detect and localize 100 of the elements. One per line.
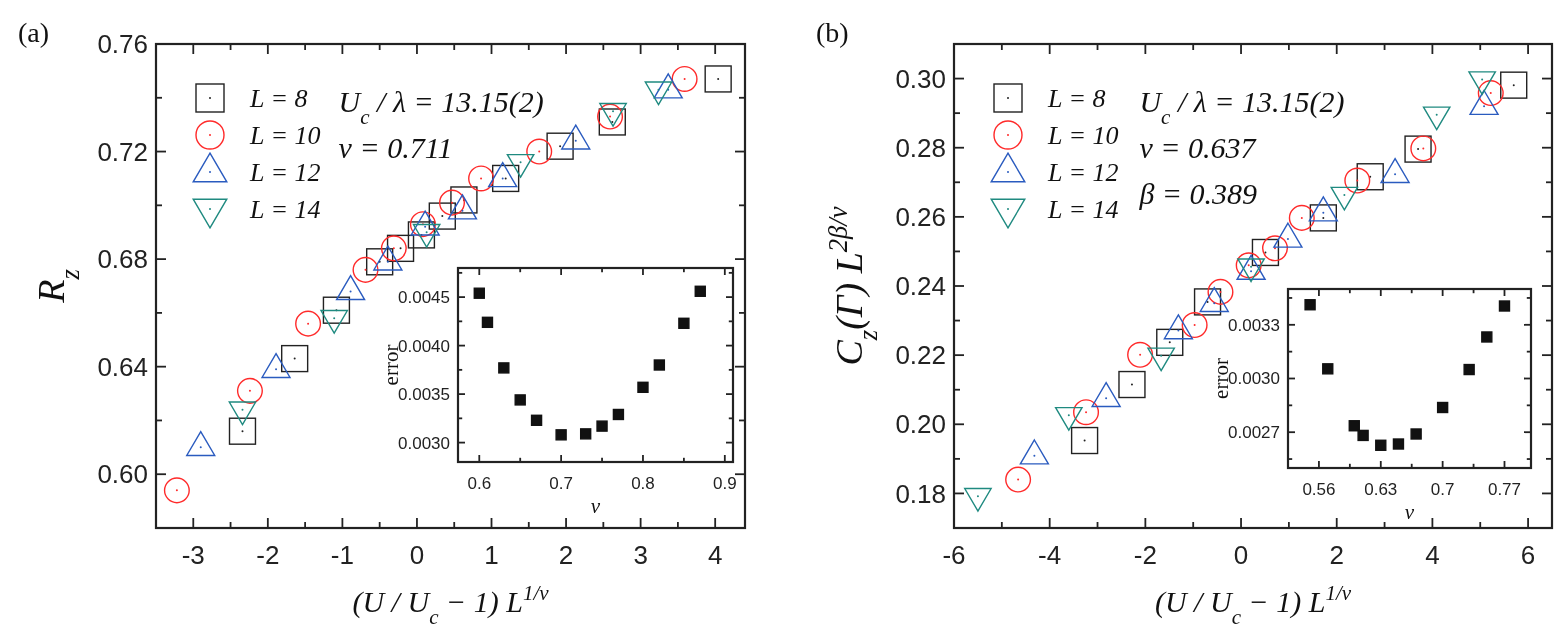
y-tick-label: 0.0045 [398, 288, 450, 308]
point [352, 256, 379, 283]
point [498, 362, 510, 374]
x-tick-label: 4 [1425, 540, 1440, 570]
annotation: ν = 0.711 [338, 131, 453, 164]
x-tick-label: -3 [181, 540, 205, 570]
point [386, 234, 415, 263]
legend-label: L = 14 [249, 195, 321, 225]
point [468, 165, 495, 192]
y-tick-label: 0.64 [97, 351, 148, 382]
point [1410, 428, 1422, 440]
x-tick-label: 0 [409, 540, 425, 570]
point [1498, 300, 1511, 312]
x-tick-label: -4 [1038, 540, 1062, 570]
x-tick-label: 0.8 [631, 474, 655, 493]
annotation: ν = 0.637 [1139, 131, 1258, 164]
x-axis-title: ν [1404, 500, 1415, 524]
point [1357, 429, 1369, 442]
chart-title: (a) [18, 17, 50, 48]
point [322, 296, 351, 324]
point [438, 189, 466, 216]
point [694, 285, 706, 297]
y-tick-label: 0.18 [895, 478, 946, 509]
point [450, 186, 478, 214]
y-tick-label: 0.68 [97, 244, 148, 275]
point [598, 108, 626, 136]
x-tick-label: 0 [1233, 540, 1249, 570]
point [555, 429, 567, 441]
y-tick-label: 0.28 [895, 132, 946, 163]
x-tick-label: -6 [942, 540, 966, 570]
point [1322, 363, 1334, 375]
point [612, 408, 625, 421]
y-tick-label: 0.0027 [1228, 423, 1280, 443]
y-tick-label: 0.72 [97, 136, 148, 167]
legend-label: L = 12 [1047, 158, 1119, 188]
x-tick-label: -1 [330, 540, 354, 570]
point [530, 414, 543, 426]
x-tick-label: 4 [707, 540, 723, 570]
x-tick-label: 0.63 [1364, 480, 1398, 499]
point [546, 132, 574, 160]
point [228, 417, 257, 445]
legend-label: L = 8 [249, 84, 308, 114]
x-axis-title: (U / U$_{c}$ − 1) L$^{1/ν}$ [352, 581, 550, 629]
point [1463, 363, 1475, 376]
y-tick-label: 0.24 [895, 271, 946, 302]
point [1392, 438, 1405, 450]
y-tick-label: 0.0030 [1228, 369, 1280, 389]
point [407, 221, 436, 249]
annotation: β = 0.389 [1138, 177, 1258, 210]
y-tick-label: 0.22 [895, 340, 946, 371]
x-tick-label: 1 [484, 540, 499, 570]
point [491, 164, 520, 193]
x-tick-label: -2 [1133, 540, 1157, 570]
point [1348, 420, 1360, 432]
y-tick-label: 0.0035 [398, 385, 450, 405]
legend-label: L = 8 [1047, 84, 1106, 114]
x-tick-label: 0.9 [713, 474, 737, 493]
x-tick-label: 0.77 [1487, 480, 1522, 499]
point [514, 394, 526, 406]
point [704, 65, 732, 93]
y-tick-label: 0.20 [895, 409, 946, 440]
x-tick-label: -2 [256, 540, 280, 570]
legend-label: L = 12 [249, 158, 321, 188]
x-tick-label: 0.7 [1430, 480, 1455, 499]
point [1436, 401, 1449, 414]
x-tick-label: 0.6 [467, 474, 492, 493]
point [653, 359, 666, 371]
point [526, 138, 553, 165]
y-tick-label: 0.76 [97, 29, 148, 60]
point [380, 235, 407, 262]
point [671, 65, 698, 92]
x-tick-label: 2 [558, 540, 574, 570]
point [473, 287, 485, 299]
x-axis-title: (U / U$_{c}$ − 1) L$^{1/ν}$ [1154, 581, 1352, 629]
point [236, 377, 263, 404]
point [1375, 439, 1387, 451]
y-tick-label: 0.0030 [398, 433, 450, 453]
point [365, 248, 394, 276]
point [1481, 331, 1493, 343]
annotation: U$_{c}$ / λ = 13.15(2) [338, 85, 544, 129]
point [295, 310, 322, 337]
point [428, 202, 456, 230]
legend-label: L = 10 [1047, 121, 1119, 151]
point [1304, 299, 1316, 311]
point [596, 420, 608, 432]
point [579, 428, 592, 440]
x-tick-label: 6 [1520, 540, 1536, 570]
y-tick-label: 0.60 [97, 459, 148, 490]
y-tick-label: 0.30 [895, 63, 946, 94]
point [281, 344, 309, 373]
x-tick-label: 0.56 [1302, 480, 1336, 499]
point [163, 477, 190, 504]
point [678, 317, 690, 329]
annotation: U$_{c}$ / λ = 13.15(2) [1139, 85, 1345, 129]
x-axis-title: ν [590, 494, 601, 518]
legend-label: L = 10 [249, 121, 321, 151]
x-tick-label: 3 [633, 540, 648, 570]
y-tick-label: 0.0033 [1228, 315, 1280, 335]
x-tick-label: 0.7 [549, 474, 573, 493]
point [481, 316, 494, 329]
